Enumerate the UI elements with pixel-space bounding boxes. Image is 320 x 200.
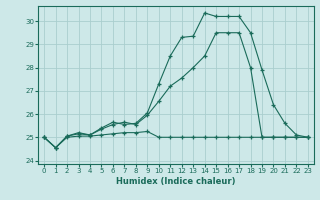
X-axis label: Humidex (Indice chaleur): Humidex (Indice chaleur)	[116, 177, 236, 186]
